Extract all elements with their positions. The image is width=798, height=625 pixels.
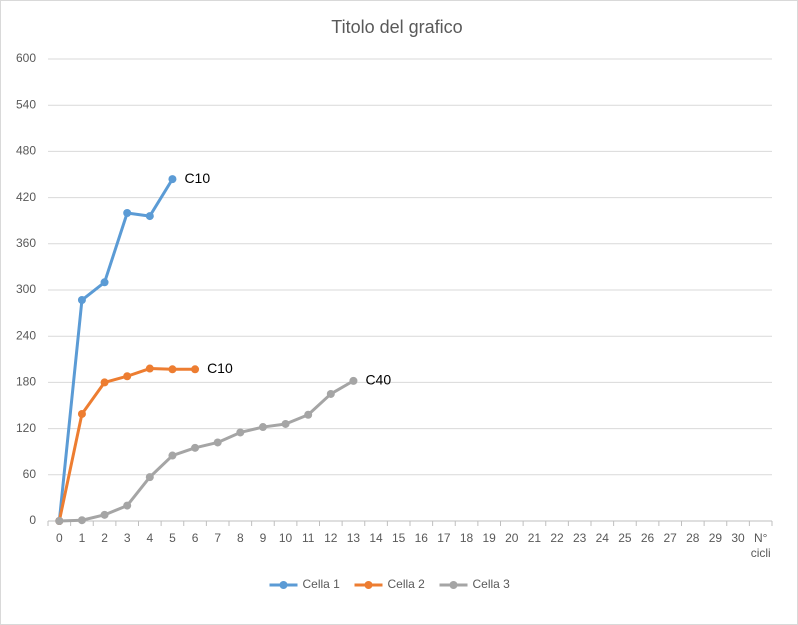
legend-item: Cella 3 [439, 577, 511, 591]
series-marker [123, 501, 132, 510]
series-marker [168, 175, 177, 184]
series-marker [304, 410, 313, 419]
series-marker [100, 510, 109, 519]
x-tick-label: 5 [169, 531, 176, 545]
series-marker [326, 389, 335, 398]
x-tick-label: 11 [302, 531, 315, 545]
x-tick-label: 13 [347, 531, 361, 545]
x-tick-label: 4 [146, 531, 153, 545]
series-marker [213, 438, 222, 447]
y-tick-label: 180 [16, 375, 36, 389]
legend-label: Cella 1 [303, 577, 341, 591]
x-tick-label: 9 [260, 531, 267, 545]
y-tick-label: 600 [16, 51, 36, 65]
x-tick-label: N° cicli [750, 531, 771, 560]
x-tick-label: 23 [573, 531, 587, 545]
x-tick-label: 3 [124, 531, 131, 545]
series-marker [168, 365, 177, 374]
x-tick-label: 28 [686, 531, 700, 545]
x-tick-label: 17 [437, 531, 451, 545]
x-tick-label: 12 [324, 531, 338, 545]
x-tick-label: 8 [237, 531, 244, 545]
series-marker [281, 419, 290, 428]
data-annotation: C10 [184, 170, 210, 186]
series-marker [191, 365, 200, 374]
x-tick-label: 19 [483, 531, 497, 545]
x-tick-label: 25 [618, 531, 632, 545]
x-tick-label: 14 [369, 531, 383, 545]
series-marker [168, 451, 177, 460]
series-marker [100, 378, 109, 387]
y-tick-label: 120 [16, 421, 36, 435]
y-tick-label: 240 [16, 328, 36, 342]
series-marker [123, 209, 132, 217]
series-marker [191, 443, 200, 452]
legend-item: Cella 1 [269, 577, 341, 591]
x-tick-label: 15 [392, 531, 406, 545]
y-tick-label: 60 [23, 467, 37, 481]
series-marker [258, 423, 267, 432]
x-tick-label: 22 [550, 531, 564, 545]
x-tick-label: 20 [505, 531, 519, 545]
series-marker [145, 212, 154, 221]
series-line [57, 178, 174, 522]
series-marker [77, 516, 86, 525]
series-marker [349, 376, 358, 385]
y-tick-label: 360 [16, 236, 36, 250]
series-marker [100, 278, 109, 287]
x-tick-label: 0 [56, 531, 63, 545]
x-tick-label: 2 [101, 531, 108, 545]
data-annotation: C40 [365, 372, 391, 388]
x-tick-label: 6 [192, 531, 199, 545]
x-tick-label: 7 [214, 531, 221, 545]
legend-label: Cella 3 [473, 577, 511, 591]
y-tick-label: 480 [16, 144, 36, 158]
series-marker [145, 364, 154, 373]
series-marker [236, 428, 245, 437]
legend-marker [364, 581, 373, 589]
chart-title: Titolo del grafico [331, 17, 462, 37]
y-tick-label: 420 [16, 190, 36, 204]
x-tick-label-box: N° cicli [750, 531, 771, 560]
y-tick-label: 300 [16, 282, 36, 296]
x-tick-label: 18 [460, 531, 474, 545]
y-tick-label: 0 [29, 513, 36, 527]
x-tick-label: 27 [664, 531, 678, 545]
x-tick-label: 21 [528, 531, 542, 545]
x-tick-label: 29 [709, 531, 723, 545]
series-line [59, 379, 355, 523]
legend-item: Cella 2 [354, 577, 426, 591]
x-tick-label: 16 [415, 531, 429, 545]
legend-marker [279, 581, 288, 589]
series-marker [77, 296, 86, 305]
x-tick-label: 24 [596, 531, 610, 545]
x-tick-label: 10 [279, 531, 293, 545]
legend-marker [449, 581, 458, 589]
series-marker [123, 372, 132, 381]
legend-label: Cella 2 [388, 577, 426, 591]
x-tick-label: 26 [641, 531, 655, 545]
series-marker [77, 409, 86, 418]
series-marker [145, 473, 154, 482]
x-tick-label: 30 [731, 531, 745, 545]
x-tick-label: 1 [79, 531, 86, 545]
series-marker [55, 517, 64, 525]
data-annotation: C10 [207, 360, 233, 376]
y-tick-label: 540 [16, 97, 36, 111]
